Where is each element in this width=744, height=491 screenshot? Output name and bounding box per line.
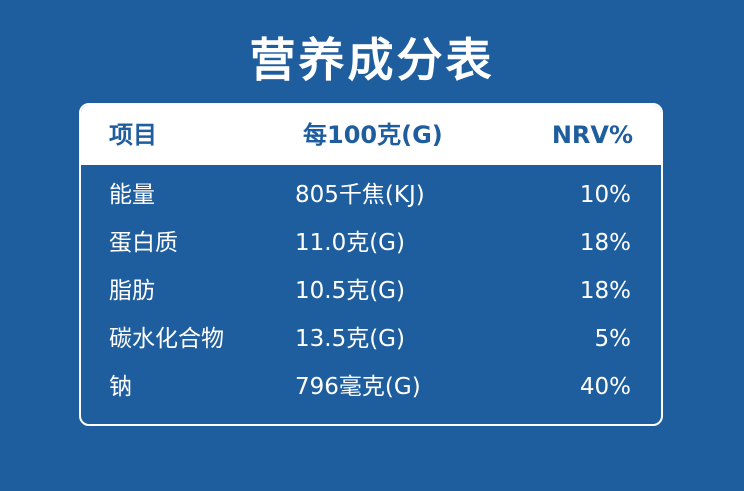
row-nrv: 5% [594, 326, 632, 352]
table-header-row: 项目 每100克(G) NRV% [81, 105, 661, 165]
row-amount: 805千焦(KJ) [295, 182, 425, 208]
row-amount: 13.5克(G) [295, 326, 405, 352]
table-row: 蛋白质 11.0克(G) 18% [81, 219, 661, 267]
row-nrv: 10% [579, 182, 631, 208]
header-name: 项目 [109, 121, 157, 149]
row-nrv: 18% [579, 278, 631, 304]
row-name: 脂肪 [109, 278, 155, 304]
row-name: 能量 [109, 182, 155, 208]
row-nrv: 40% [579, 374, 631, 400]
page-title: 营养成分表 [249, 33, 495, 87]
table-row: 钠 796毫克(G) 40% [81, 363, 661, 411]
table-row: 能量 805千焦(KJ) 10% [81, 171, 661, 219]
table-row: 碳水化合物 13.5克(G) 5% [81, 315, 661, 363]
row-amount: 10.5克(G) [295, 278, 405, 304]
header-amount: 每100克(G) [303, 121, 443, 149]
header-nrv: NRV% [551, 121, 633, 149]
row-amount: 796毫克(G) [295, 374, 421, 400]
nutrition-table: 项目 每100克(G) NRV% 能量 805千焦(KJ) 10% 蛋白质 11… [79, 103, 663, 426]
table-row: 脂肪 10.5克(G) 18% [81, 267, 661, 315]
row-name: 碳水化合物 [109, 326, 224, 352]
row-name: 钠 [109, 374, 132, 400]
row-nrv: 18% [579, 230, 631, 256]
row-amount: 11.0克(G) [295, 230, 405, 256]
row-name: 蛋白质 [109, 230, 178, 256]
